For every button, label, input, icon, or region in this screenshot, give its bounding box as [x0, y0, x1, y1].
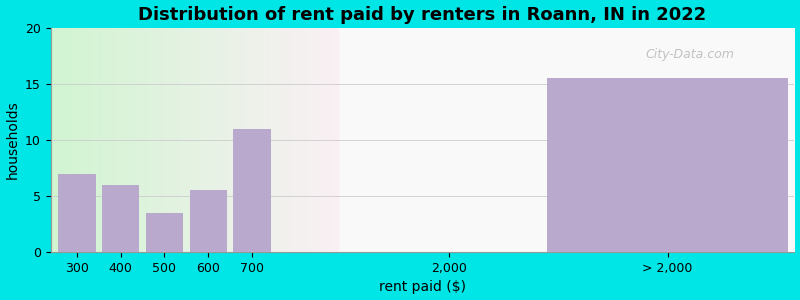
Bar — [102, 185, 139, 252]
Bar — [234, 129, 270, 252]
Title: Distribution of rent paid by renters in Roann, IN in 2022: Distribution of rent paid by renters in … — [138, 6, 706, 24]
Bar — [58, 174, 95, 252]
Text: City-Data.com: City-Data.com — [646, 48, 734, 61]
Bar — [547, 78, 788, 252]
Y-axis label: households: households — [6, 101, 19, 179]
Bar — [190, 190, 226, 252]
X-axis label: rent paid ($): rent paid ($) — [379, 280, 466, 294]
Bar — [146, 213, 183, 252]
